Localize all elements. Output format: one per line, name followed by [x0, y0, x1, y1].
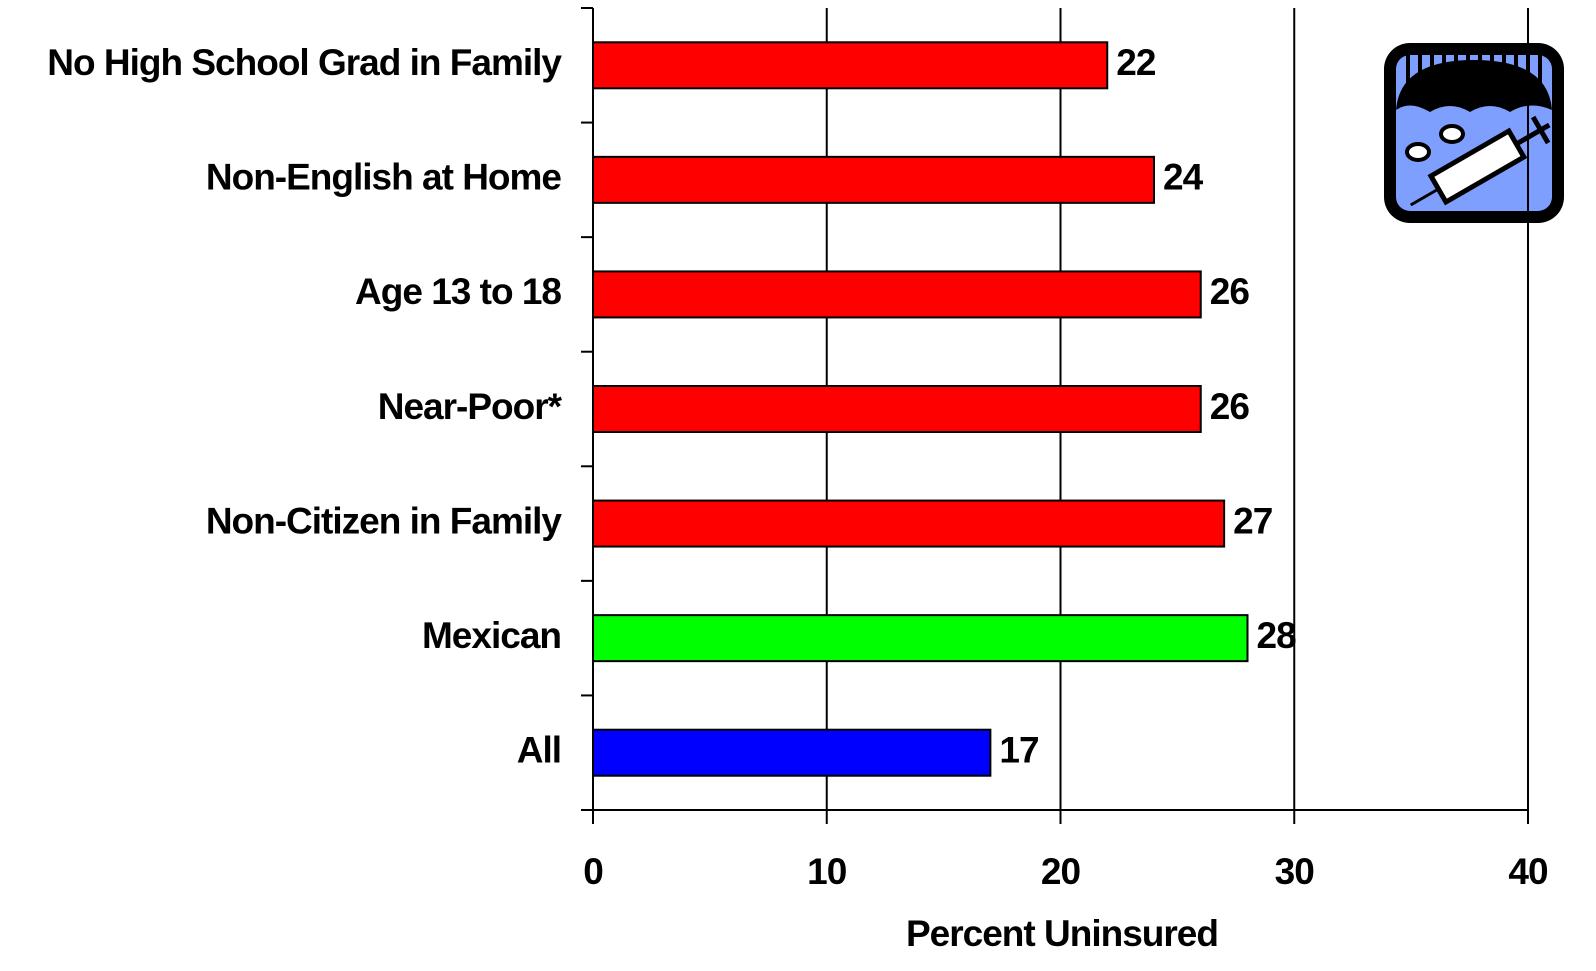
bar — [592, 41, 1109, 90]
value-label: 22 — [1116, 42, 1156, 83]
y-tick-label: All — [517, 729, 561, 770]
bar — [592, 385, 1202, 433]
y-tick-label: Age 13 to 18 — [355, 271, 561, 312]
value-label: 24 — [1163, 157, 1204, 198]
bar — [592, 728, 992, 777]
y-tick-label: Non-English at Home — [206, 157, 562, 198]
x-tick-label: 20 — [1041, 851, 1081, 892]
value-label: 26 — [1210, 271, 1250, 312]
bar — [592, 499, 1226, 548]
x-tick-label: 30 — [1275, 851, 1315, 892]
bar — [592, 614, 1249, 663]
x-axis-title: Percent Uninsured — [906, 913, 1218, 954]
value-label: 27 — [1233, 500, 1272, 541]
y-tick-label: No High School Grad in Family — [47, 42, 562, 83]
syringe-icon — [1384, 43, 1564, 223]
value-label: 28 — [1257, 615, 1297, 656]
y-tick-label: Near-Poor* — [378, 386, 563, 427]
x-tick-label: 40 — [1508, 851, 1548, 892]
x-tick-label: 0 — [583, 851, 603, 892]
y-tick-label: Mexican — [422, 615, 561, 656]
value-label: 26 — [1210, 386, 1250, 427]
value-label: 17 — [999, 729, 1038, 770]
bar — [592, 270, 1202, 319]
x-tick-label: 10 — [807, 851, 847, 892]
y-tick-label: Non-Citizen in Family — [206, 500, 563, 541]
bar — [592, 155, 1155, 204]
